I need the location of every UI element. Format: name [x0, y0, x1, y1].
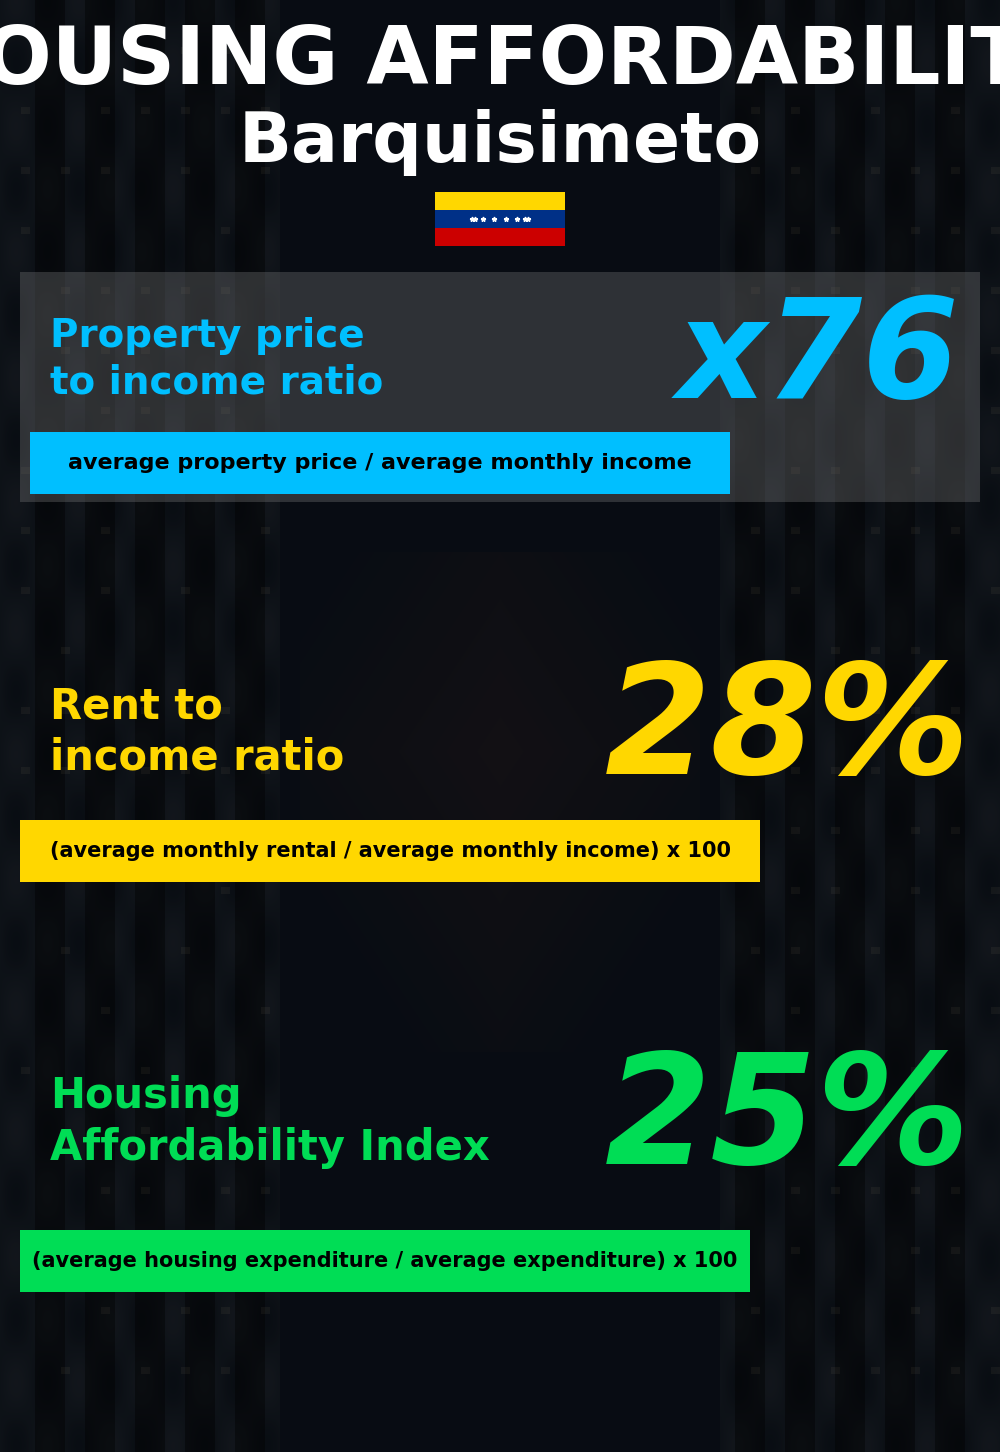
Text: average property price / average monthly income: average property price / average monthly… — [68, 453, 692, 473]
Text: x76: x76 — [677, 292, 960, 427]
Text: (average monthly rental / average monthly income) x 100: (average monthly rental / average monthl… — [50, 841, 730, 861]
FancyBboxPatch shape — [20, 1230, 750, 1292]
Text: 25%: 25% — [604, 1047, 970, 1196]
FancyBboxPatch shape — [435, 211, 565, 228]
Text: Rent to
income ratio: Rent to income ratio — [50, 685, 344, 778]
Text: Property price
to income ratio: Property price to income ratio — [50, 317, 383, 402]
FancyBboxPatch shape — [435, 228, 565, 245]
FancyBboxPatch shape — [435, 192, 565, 211]
Text: HOUSING AFFORDABILITY: HOUSING AFFORDABILITY — [0, 23, 1000, 102]
FancyBboxPatch shape — [20, 820, 760, 881]
FancyBboxPatch shape — [20, 272, 980, 502]
FancyBboxPatch shape — [30, 433, 730, 494]
Text: (average housing expenditure / average expenditure) x 100: (average housing expenditure / average e… — [32, 1252, 738, 1270]
Text: Barquisimeto: Barquisimeto — [238, 109, 762, 176]
Text: Housing
Affordability Index: Housing Affordability Index — [50, 1074, 490, 1169]
Text: 28%: 28% — [604, 658, 970, 806]
